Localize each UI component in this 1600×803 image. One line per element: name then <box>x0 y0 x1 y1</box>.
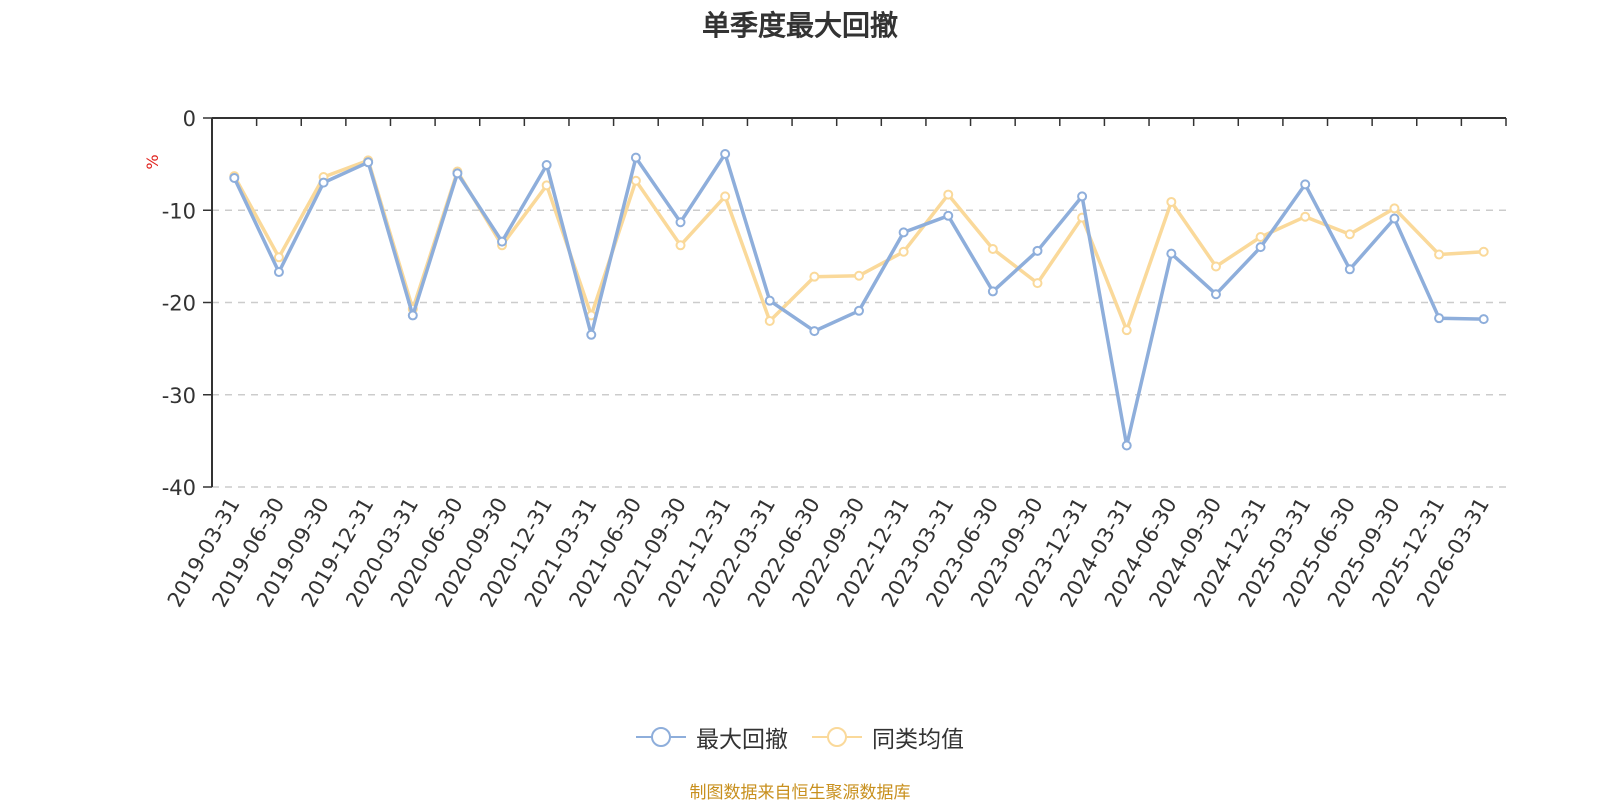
data-point[interactable] <box>407 310 418 321</box>
y-tick-label: -10 <box>162 199 196 223</box>
data-point[interactable] <box>318 177 329 188</box>
line-chart: 0-10-20-30-402019-03-312019-06-302019-09… <box>143 107 1507 611</box>
data-point[interactable] <box>1389 203 1400 214</box>
data-point[interactable] <box>943 210 954 221</box>
grid-lines <box>212 209 1506 488</box>
data-point[interactable] <box>586 329 597 340</box>
data-point[interactable] <box>943 189 954 200</box>
data-point[interactable] <box>1434 313 1445 324</box>
data-point[interactable] <box>1255 232 1266 243</box>
legend: 最大回撤 同类均值 <box>0 720 1600 754</box>
data-point[interactable] <box>1434 249 1445 260</box>
data-point[interactable] <box>1255 242 1266 253</box>
data-point[interactable] <box>1344 264 1355 275</box>
data-point[interactable] <box>1077 191 1088 202</box>
y-tick-label: -20 <box>162 292 196 316</box>
y-tick-label: 0 <box>183 107 196 131</box>
data-point[interactable] <box>898 246 909 257</box>
data-point[interactable] <box>809 326 820 337</box>
data-point[interactable] <box>1210 289 1221 300</box>
data-point[interactable] <box>630 152 641 163</box>
data-point[interactable] <box>854 305 864 316</box>
data-point[interactable] <box>1121 325 1132 336</box>
data-point[interactable] <box>854 270 864 281</box>
data-point[interactable] <box>273 252 284 263</box>
data-point[interactable] <box>1344 229 1355 240</box>
series-max-drawdown <box>229 148 1489 451</box>
data-point[interactable] <box>497 236 508 247</box>
data-point[interactable] <box>1300 211 1311 222</box>
data-point[interactable] <box>541 180 552 191</box>
y-tick-label: -30 <box>162 384 196 408</box>
data-point[interactable] <box>363 157 374 168</box>
legend-line-circle-icon <box>636 727 686 747</box>
series-line <box>232 158 1484 332</box>
legend-item-max-drawdown[interactable]: 最大回撤 <box>636 720 788 754</box>
data-point[interactable] <box>1032 245 1043 256</box>
y-tick-label: -40 <box>162 476 196 500</box>
data-point[interactable] <box>675 217 686 228</box>
legend-line-circle-icon <box>812 727 862 747</box>
data-point[interactable] <box>764 315 775 326</box>
data-point[interactable] <box>1478 314 1489 325</box>
data-point[interactable] <box>1032 278 1043 289</box>
data-point[interactable] <box>675 240 686 251</box>
data-point[interactable] <box>229 172 240 183</box>
data-point[interactable] <box>987 286 998 297</box>
data-point[interactable] <box>1210 261 1221 272</box>
data-point[interactable] <box>898 227 909 238</box>
data-point[interactable] <box>541 160 552 171</box>
data-point[interactable] <box>1478 246 1489 257</box>
data-point[interactable] <box>452 168 463 179</box>
source-note: 制图数据来自恒生聚源数据库 <box>689 783 911 803</box>
data-point[interactable] <box>720 148 731 159</box>
legend-label: 最大回撤 <box>696 727 788 753</box>
data-point[interactable] <box>764 295 775 306</box>
legend-item-peer-average[interactable]: 同类均值 <box>812 720 964 754</box>
data-point[interactable] <box>1166 248 1177 259</box>
data-point[interactable] <box>1389 213 1400 224</box>
data-point[interactable] <box>987 243 998 254</box>
series <box>229 148 1489 451</box>
series-line <box>232 152 1484 448</box>
legend-label: 同类均值 <box>872 727 964 753</box>
data-point[interactable] <box>1166 196 1177 207</box>
data-point[interactable] <box>630 175 641 186</box>
data-point[interactable] <box>1300 179 1311 190</box>
data-point[interactable] <box>1121 440 1132 451</box>
data-point[interactable] <box>273 267 284 278</box>
data-point[interactable] <box>720 191 731 202</box>
chart-title: 单季度最大回撤 <box>701 9 898 42</box>
y-axis-label: % <box>143 154 162 169</box>
data-point[interactable] <box>809 271 820 282</box>
